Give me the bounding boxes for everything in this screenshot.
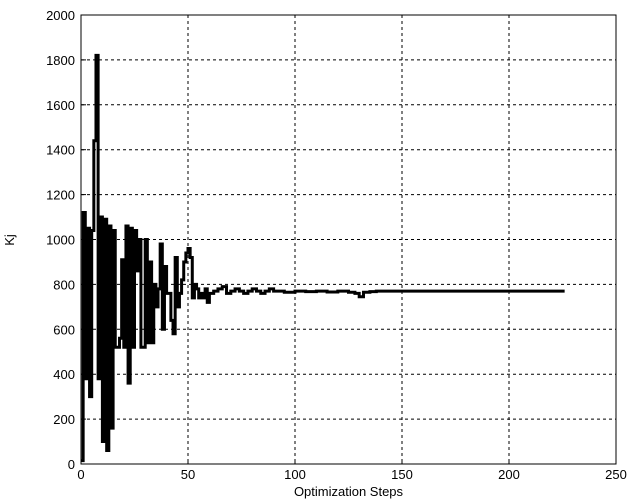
y-tick-label: 1200 — [46, 188, 75, 203]
y-tick-label: 800 — [53, 277, 75, 292]
y-tick-label: 200 — [53, 412, 75, 427]
x-axis-ticks: 0 50 100 150 200 250 — [77, 459, 627, 482]
y-tick-label: 1000 — [46, 233, 75, 248]
x-axis-label: Optimization Steps — [294, 484, 404, 499]
x-tick-label: 100 — [284, 467, 306, 482]
y-tick-label: 2000 — [46, 8, 75, 23]
y-tick-label: 1800 — [46, 53, 75, 68]
y-tick-label: 0 — [68, 457, 75, 472]
plot-area-frame — [80, 14, 617, 465]
x-tick-label: 0 — [77, 467, 84, 482]
x-tick-label: 250 — [605, 467, 627, 482]
series-line — [81, 53, 565, 463]
y-tick-label: 1400 — [46, 143, 75, 158]
y-axis-ticks: 0 200 400 600 800 1000 1200 1400 1600 1800 2000 — [46, 8, 86, 472]
y-axis-label: Kj — [2, 234, 17, 246]
grid-lines — [81, 15, 616, 464]
y-tick-label: 1600 — [46, 98, 75, 113]
x-tick-label: 150 — [391, 467, 413, 482]
x-tick-label: 50 — [181, 467, 195, 482]
y-tick-label: 400 — [53, 367, 75, 382]
y-tick-label: 600 — [53, 322, 75, 337]
x-tick-label: 200 — [498, 467, 520, 482]
